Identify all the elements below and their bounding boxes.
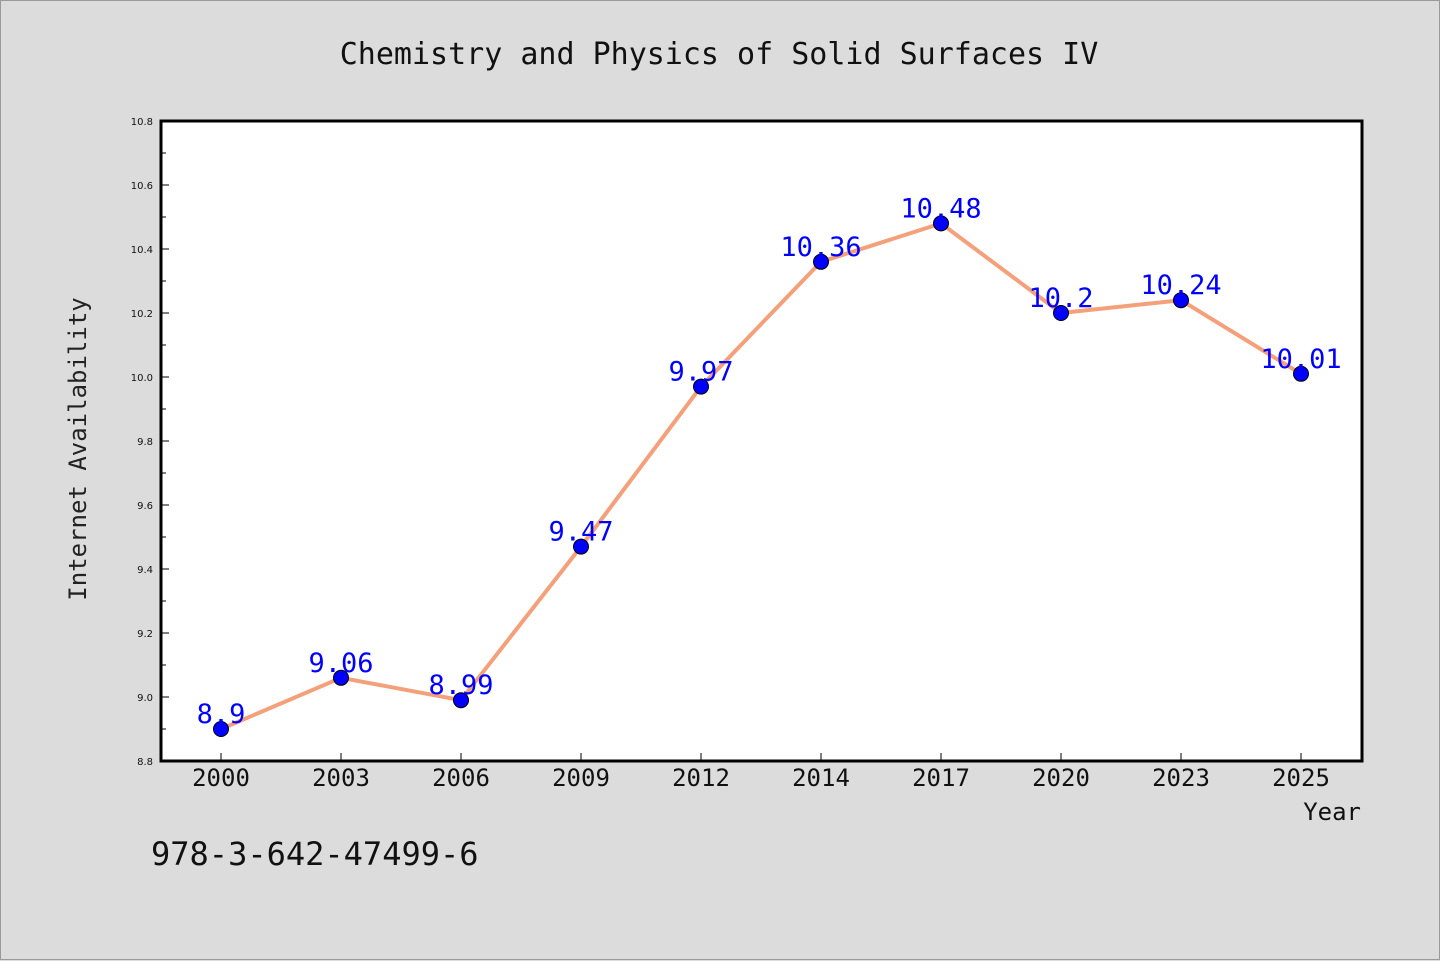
data-point	[693, 378, 709, 395]
x-tick-label: 2023	[1152, 764, 1210, 792]
y-tick-label: 10.8	[131, 117, 153, 128]
data-label: 8.9	[197, 699, 246, 730]
y-tick-label: 9.6	[137, 501, 153, 512]
data-labels: 8.9 9.06 8.99 9.47 9.97 10.36 10.48 10.2 10.24 10…	[197, 193, 1342, 730]
data-point	[1053, 305, 1069, 321]
data-point	[1293, 365, 1309, 382]
data-label: 10.2	[1028, 283, 1093, 314]
y-tick-label: 9.0	[137, 693, 153, 704]
x-tick-label: 2014	[792, 764, 850, 792]
y-tick-label: 9.8	[137, 437, 153, 448]
x-axis-ticks: 2000 2003 2006 2009 2012 2014 2017 2020 2023 2025	[192, 753, 1330, 792]
data-label: 8.99	[428, 670, 493, 701]
data-point	[213, 721, 229, 737]
data-point	[813, 253, 829, 270]
data-label: 10.01	[1260, 344, 1341, 375]
data-point	[453, 692, 469, 709]
x-tick-label: 2006	[432, 764, 490, 792]
y-tick-label: 9.2	[137, 629, 153, 640]
x-tick-label: 2017	[912, 764, 970, 792]
data-point	[933, 215, 949, 232]
isbn-text: 978-3-642-47499-6	[151, 835, 479, 873]
y-tick-label: 9.4	[137, 565, 153, 576]
x-tick-label: 2012	[672, 764, 730, 792]
data-point	[333, 669, 349, 686]
x-tick-label: 2025	[1272, 764, 1330, 792]
series-group	[213, 215, 1309, 737]
y-axis-label: Internet Availability	[64, 297, 92, 600]
data-label: 9.47	[548, 517, 613, 548]
data-label: 10.36	[780, 232, 861, 263]
plot-border	[159, 119, 1364, 763]
x-tick-label: 2020	[1032, 764, 1090, 792]
x-axis-label: Year	[1303, 798, 1361, 826]
data-label: 10.48	[900, 193, 981, 224]
plot-area	[161, 121, 1362, 761]
x-tick-label: 2000	[192, 764, 250, 792]
y-tick-label: 10.0	[131, 373, 153, 384]
x-tick-label: 2003	[312, 764, 370, 792]
data-point	[573, 538, 589, 555]
y-tick-label: 10.4	[131, 245, 153, 256]
data-point	[1173, 292, 1189, 309]
y-tick-label: 8.8	[137, 757, 153, 768]
y-tick-label: 10.6	[131, 181, 153, 192]
x-tick-label: 2009	[552, 764, 610, 792]
y-tick-label: 10.2	[131, 309, 153, 320]
data-label: 9.97	[668, 357, 733, 388]
chart-title: Chemistry and Physics of Solid Surfaces …	[340, 37, 1099, 72]
data-label: 9.06	[308, 648, 373, 679]
series-line	[220, 221, 1303, 731]
data-label: 10.24	[1140, 270, 1221, 301]
